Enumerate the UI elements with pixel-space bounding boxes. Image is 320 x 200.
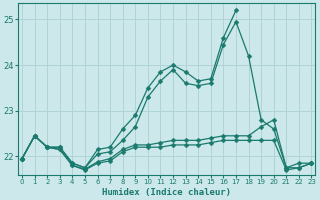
X-axis label: Humidex (Indice chaleur): Humidex (Indice chaleur) bbox=[102, 188, 231, 197]
